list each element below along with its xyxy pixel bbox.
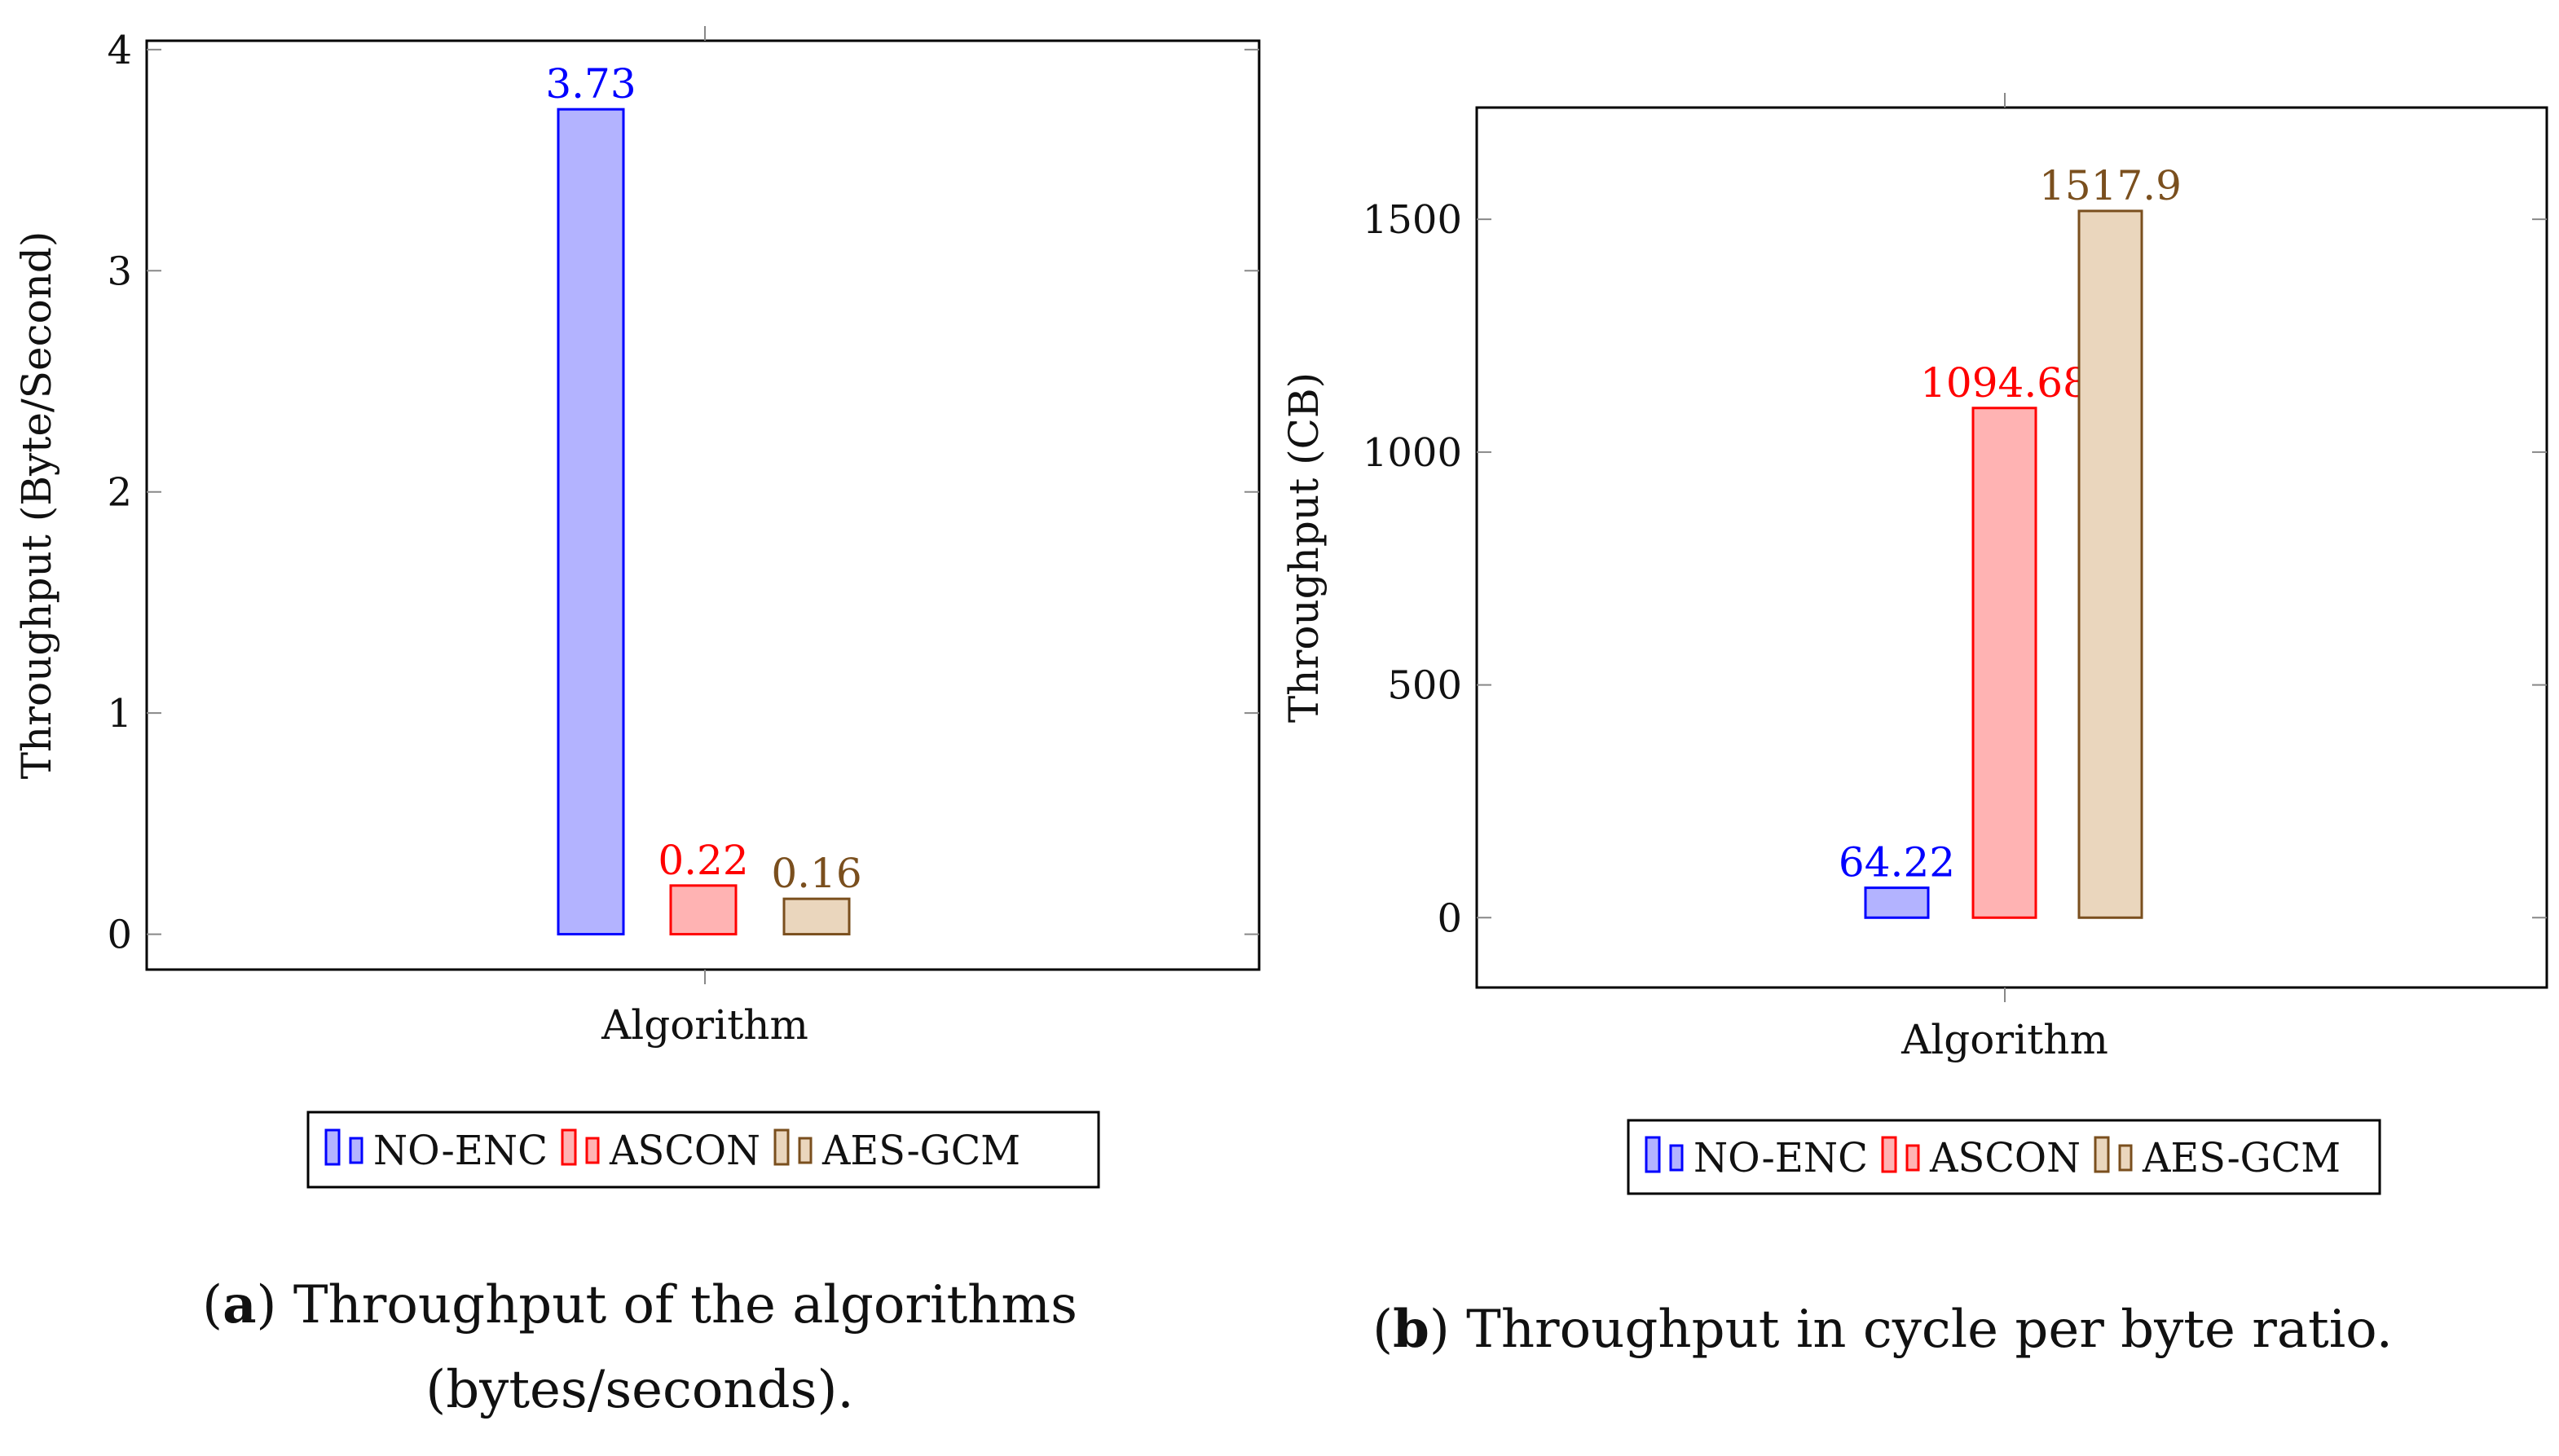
chart-b: 0 500 1000 1500 64.22 1094.68 1517.9 Algorithm T… — [1280, 93, 2548, 1195]
chart-a-ytick-label: 4 — [107, 28, 132, 73]
caption-a-letter: a — [222, 1274, 257, 1335]
caption-a-line1: (a) Throughput of the algorithms — [202, 1274, 1077, 1335]
chart-b-legend-swatch-small-no-enc — [1669, 1144, 1684, 1172]
chart-a-ytick-label: 2 — [107, 470, 132, 516]
chart-a-ytick-label: 1 — [107, 691, 132, 737]
chart-a-ytick-label: 3 — [107, 249, 132, 294]
chart-b-ytick-label: 0 — [1437, 895, 1462, 941]
chart-b-bar-ascon — [1971, 407, 2037, 919]
caption-b: (b) Throughput in cycle per byte ratio. — [1345, 1287, 2420, 1372]
chart-b-bar-aes-gcm — [2077, 209, 2143, 919]
caption-b-letter: b — [1393, 1299, 1429, 1360]
chart-a-legend-swatch-aes-gcm — [773, 1128, 790, 1166]
chart-b-ytick-label: 1500 — [1363, 197, 1462, 243]
chart-a-legend-swatch-small-ascon — [585, 1137, 600, 1164]
chart-a: 0 1 2 3 4 3.73 0.22 0.16 Algorithm Throughput (By… — [13, 26, 1261, 1189]
chart-b-data-label-no-enc: 64.22 — [1839, 839, 1955, 886]
chart-a-bar-ascon — [669, 884, 738, 936]
chart-a-bar-aes-gcm — [782, 897, 851, 936]
chart-b-ylabel: Throughput (CB) — [1280, 372, 1328, 723]
chart-b-legend-label-no-enc: NO-ENC — [1694, 1134, 1868, 1181]
chart-b-ytick-label: 1000 — [1363, 430, 1462, 476]
caption-b-line1: (b) Throughput in cycle per byte ratio. — [1372, 1299, 2393, 1360]
chart-b-data-label-ascon: 1094.68 — [1920, 359, 2089, 407]
chart-b-xlabel: Algorithm — [1901, 1016, 2108, 1063]
chart-a-data-label-ascon: 0.22 — [658, 837, 748, 884]
chart-a-data-label-aes-gcm: 0.16 — [771, 850, 861, 897]
caption-a-line2: (bytes/seconds). — [425, 1360, 854, 1420]
chart-b-legend-swatch-no-enc — [1645, 1136, 1661, 1173]
chart-a-legend-swatch-small-no-enc — [349, 1137, 363, 1164]
chart-a-ylabel: Throughput (Byte/Second) — [13, 231, 60, 780]
caption-a: (a) Throughput of the algorithms (bytes/… — [122, 1263, 1157, 1432]
caption-b-text: ) Throughput in cycle per byte ratio. — [1429, 1300, 2393, 1360]
chart-a-legend-swatch-no-enc — [324, 1128, 341, 1166]
chart-b-ytick-label: 500 — [1387, 663, 1462, 709]
chart-a-plot-frame — [145, 39, 1261, 971]
chart-a-legend-label-ascon: ASCON — [609, 1127, 760, 1174]
chart-b-legend-swatch-small-aes-gcm — [2118, 1144, 2133, 1172]
chart-b-bar-no-enc — [1864, 886, 1930, 919]
chart-b-plot-frame — [1475, 106, 2548, 989]
chart-a-data-label-no-enc: 3.73 — [545, 60, 636, 108]
caption-a-text: ) Throughput of the algorithms — [256, 1275, 1077, 1335]
chart-a-ytick-label: 0 — [107, 913, 132, 958]
chart-b-legend-swatch-ascon — [1881, 1136, 1897, 1173]
chart-b-data-label-aes-gcm: 1517.9 — [2039, 162, 2182, 209]
chart-b-legend-label-ascon: ASCON — [1929, 1134, 2081, 1181]
chart-a-xlabel: Algorithm — [601, 1001, 808, 1049]
chart-b-legend-box — [1627, 1119, 2381, 1195]
chart-a-legend-label-no-enc: NO-ENC — [373, 1127, 548, 1174]
chart-a-legend-swatch-small-aes-gcm — [798, 1137, 813, 1164]
chart-b-legend-swatch-aes-gcm — [2094, 1136, 2110, 1173]
chart-a-legend-label-aes-gcm: AES-GCM — [821, 1127, 1020, 1174]
chart-a-legend-swatch-ascon — [561, 1128, 577, 1166]
chart-a-bar-no-enc — [557, 108, 625, 936]
chart-b-legend-label-aes-gcm: AES-GCM — [2142, 1134, 2341, 1181]
chart-a-legend-box — [306, 1111, 1100, 1189]
chart-b-legend-swatch-small-ascon — [1905, 1144, 1920, 1172]
